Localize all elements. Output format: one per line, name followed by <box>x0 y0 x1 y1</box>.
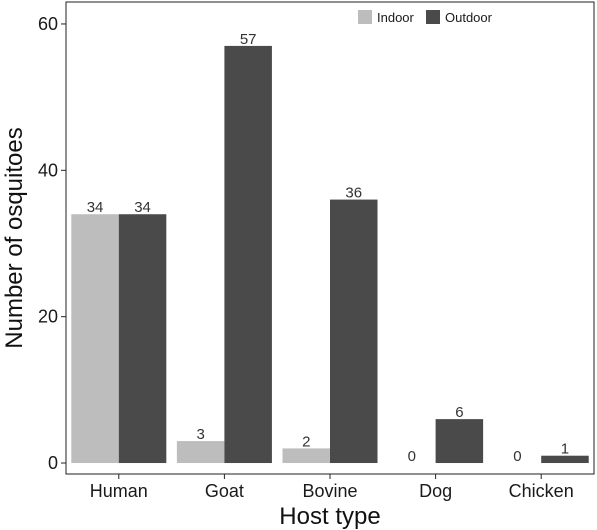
bar-indoor-goat <box>176 441 225 464</box>
y-tick-label-0: 0 <box>48 453 58 473</box>
x-tick-label-dog: Dog <box>419 481 452 501</box>
bar-outdoor-goat <box>224 45 272 464</box>
x-tick-label-chicken: Chicken <box>509 481 574 501</box>
y-tick-label-60: 60 <box>38 14 58 34</box>
y-tick-label-40: 40 <box>38 160 58 180</box>
x-axis: Human Goat Bovine Dog Chicken <box>90 474 574 501</box>
legend-label-indoor: Indoor <box>377 10 415 25</box>
bar-indoor-human <box>71 214 119 464</box>
data-labels-group: 34 34 3 57 2 36 0 6 0 1 <box>87 31 569 465</box>
data-label-outdoor-dog: 6 <box>455 404 463 421</box>
y-tick-label-20: 20 <box>38 307 58 327</box>
x-tick-label-bovine: Bovine <box>302 481 357 501</box>
bar-outdoor-dog <box>435 419 484 464</box>
x-axis-title: Host type <box>279 503 380 530</box>
data-label-indoor-goat: 3 <box>196 426 204 443</box>
y-axis-title: Number of osquitoes <box>1 127 28 348</box>
data-label-indoor-human: 34 <box>87 199 104 216</box>
bar-outdoor-bovine <box>330 199 378 464</box>
data-label-outdoor-goat: 57 <box>240 31 257 48</box>
data-label-outdoor-human: 34 <box>134 199 151 216</box>
data-label-indoor-chicken: 0 <box>513 448 521 465</box>
legend: Indoor Outdoor <box>358 10 493 25</box>
data-label-outdoor-chicken: 1 <box>561 441 569 458</box>
x-tick-label-goat: Goat <box>205 481 244 501</box>
bars-group <box>71 45 589 464</box>
data-label-indoor-dog: 0 <box>408 448 416 465</box>
legend-swatch-indoor <box>358 10 372 24</box>
legend-swatch-outdoor <box>426 10 440 24</box>
bar-outdoor-chicken <box>541 455 589 464</box>
bar-indoor-bovine <box>282 448 330 464</box>
bar-outdoor-human <box>118 214 167 464</box>
y-axis: 0 20 40 60 <box>38 14 66 473</box>
legend-label-outdoor: Outdoor <box>445 10 493 25</box>
data-label-outdoor-bovine: 36 <box>345 185 362 202</box>
data-label-indoor-bovine: 2 <box>302 433 310 450</box>
x-tick-label-human: Human <box>90 481 148 501</box>
